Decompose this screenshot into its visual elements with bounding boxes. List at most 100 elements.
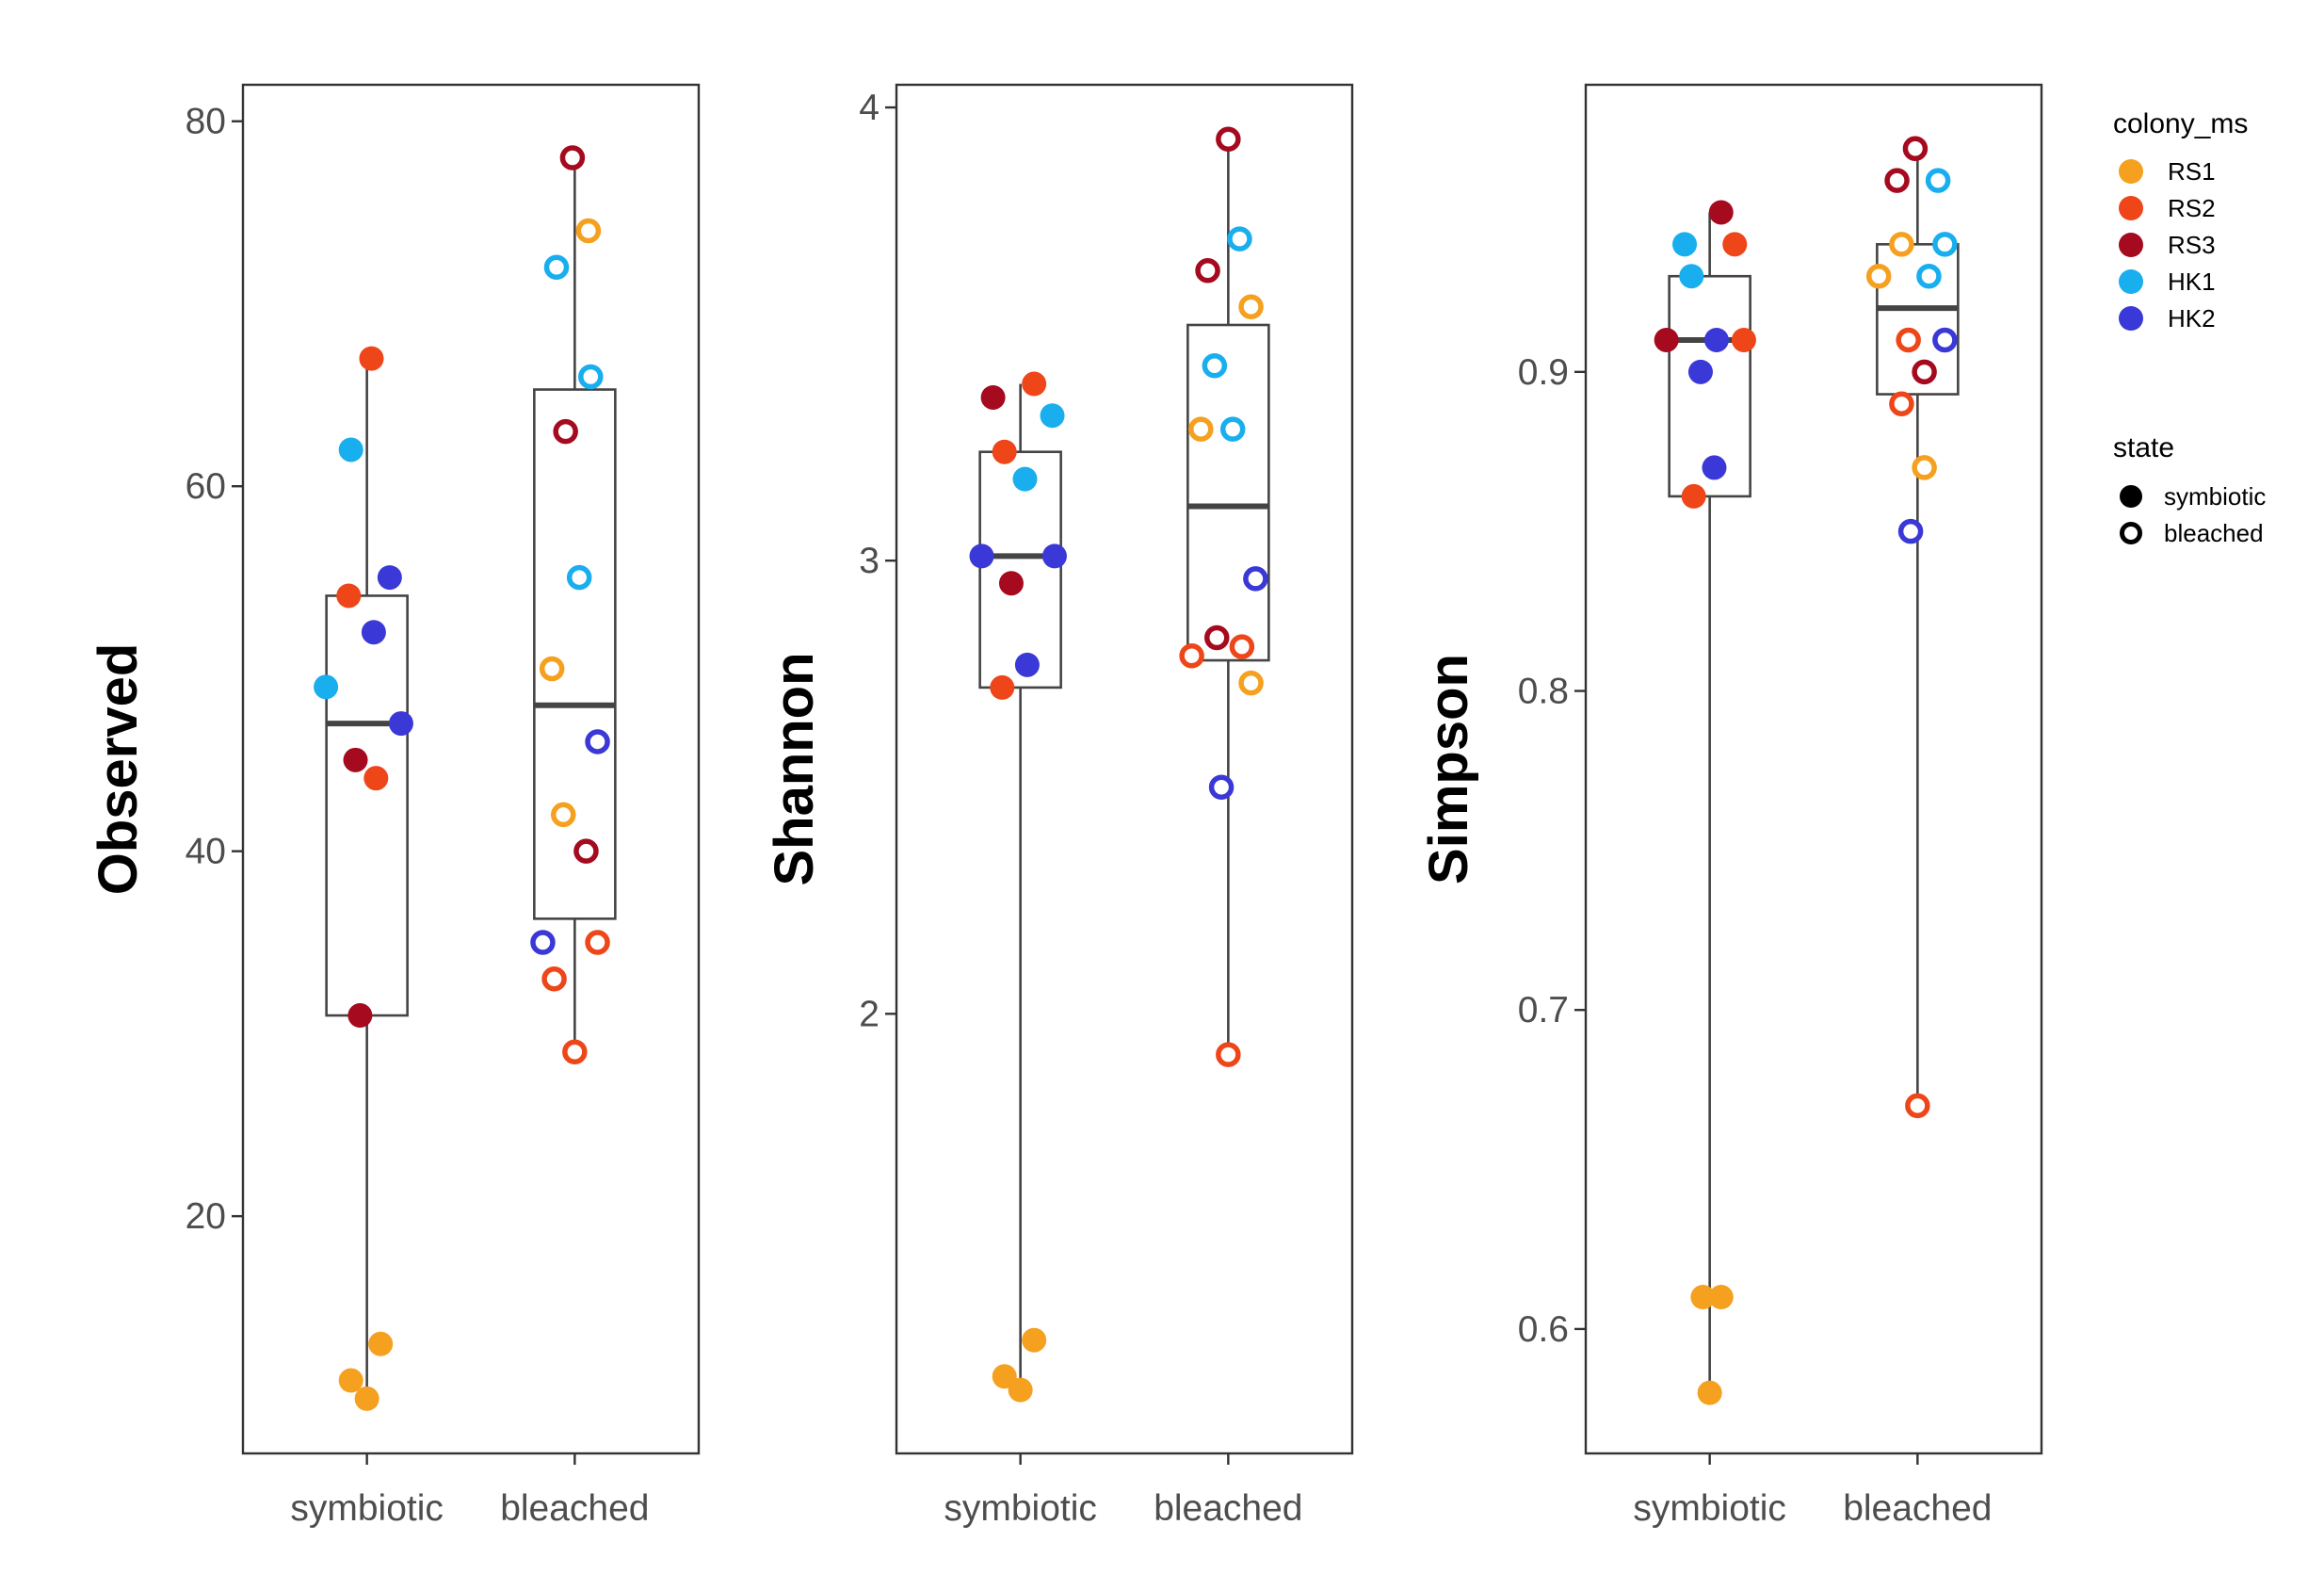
point-bleached bbox=[1916, 263, 1942, 289]
point-bleached bbox=[1897, 518, 1924, 544]
legend-title-colony: colony_ms bbox=[2113, 108, 2248, 139]
point-bleached bbox=[566, 564, 592, 591]
point-symbiotic bbox=[969, 544, 994, 569]
legend-label-colony: HK1 bbox=[2168, 268, 2216, 296]
legend-state-items: symbiotic bleached bbox=[2120, 482, 2266, 547]
x-tick-label: bleached bbox=[500, 1488, 649, 1529]
legend-key-colony bbox=[2119, 233, 2143, 257]
point-symbiotic bbox=[1014, 652, 1040, 677]
point-symbiotic bbox=[347, 1003, 373, 1029]
point-symbiotic bbox=[388, 711, 413, 737]
point-bleached bbox=[559, 145, 586, 170]
point-bleached bbox=[1238, 670, 1264, 696]
point-symbiotic bbox=[992, 1364, 1017, 1389]
point-bleached bbox=[1227, 226, 1252, 251]
point-bleached bbox=[1238, 294, 1264, 320]
point-bleached bbox=[1216, 1042, 1241, 1067]
point-bleached bbox=[1208, 774, 1235, 800]
point-symbiotic bbox=[363, 766, 389, 791]
point-symbiotic bbox=[998, 571, 1024, 596]
point-bleached bbox=[1204, 625, 1230, 651]
point-symbiotic bbox=[343, 747, 368, 772]
point-symbiotic bbox=[1681, 483, 1706, 509]
panel-shannon: 2 3 4 symbiotic bleached Shannon bbox=[764, 83, 1354, 1529]
point-symbiotic bbox=[1008, 1377, 1033, 1403]
point-bleached bbox=[1896, 327, 1921, 353]
x-tick-label: symbiotic bbox=[290, 1488, 444, 1529]
point-bleached bbox=[1889, 232, 1914, 257]
legend-key-colony bbox=[2119, 196, 2143, 220]
point-symbiotic bbox=[1041, 544, 1067, 569]
legend-colony-items: RS1 RS2 RS3 HK1 HK2 bbox=[2119, 157, 2216, 333]
point-symbiotic bbox=[338, 437, 363, 462]
y-axis-label: Shannon bbox=[764, 652, 825, 885]
point-bleached bbox=[553, 418, 578, 445]
point-bleached bbox=[1179, 642, 1204, 669]
point-symbiotic bbox=[1708, 200, 1734, 225]
point-bleached bbox=[1884, 168, 1910, 193]
y-tick-label: 0.6 bbox=[1518, 1309, 1569, 1350]
box bbox=[978, 450, 1062, 690]
point-symbiotic bbox=[1722, 232, 1748, 257]
x-tick-label: bleached bbox=[1843, 1488, 1992, 1529]
point-symbiotic bbox=[368, 1331, 394, 1356]
y-tick-label: 80 bbox=[186, 102, 226, 142]
point-symbiotic bbox=[1022, 1327, 1047, 1353]
point-bleached bbox=[573, 838, 599, 864]
point-symbiotic bbox=[1672, 232, 1698, 257]
y-tick-label: 0.8 bbox=[1518, 672, 1569, 712]
point-bleached bbox=[578, 364, 604, 390]
point-symbiotic bbox=[1022, 371, 1047, 397]
point-bleached bbox=[1216, 126, 1241, 152]
point-bleached bbox=[541, 966, 567, 992]
y-tick-label: 20 bbox=[186, 1196, 226, 1237]
panel-frame bbox=[241, 83, 701, 1455]
point-bleached bbox=[1902, 136, 1929, 161]
y-tick-label: 40 bbox=[186, 832, 226, 872]
point-symbiotic bbox=[336, 583, 362, 608]
panel-observed: 20 40 60 80 symbiotic bleached Observed bbox=[88, 83, 701, 1529]
legend-label-state: symbiotic bbox=[2164, 482, 2266, 511]
point-bleached bbox=[1905, 1093, 1930, 1119]
point-bleached bbox=[1925, 168, 1951, 193]
point-symbiotic bbox=[1703, 327, 1729, 352]
point-bleached bbox=[1889, 391, 1914, 416]
y-axis-label: Observed bbox=[88, 643, 149, 896]
y-tick-label: 60 bbox=[186, 466, 226, 507]
point-bleached bbox=[1932, 327, 1958, 353]
point-symbiotic bbox=[361, 620, 386, 645]
point-symbiotic bbox=[1697, 1380, 1722, 1405]
panel-simpson: 0.6 0.7 0.8 0.9 symbiotic bleached Simpson bbox=[1418, 83, 2043, 1529]
x-tick-label: bleached bbox=[1154, 1488, 1302, 1529]
point-bleached bbox=[543, 254, 570, 280]
box bbox=[1186, 323, 1270, 662]
point-symbiotic bbox=[1654, 327, 1679, 352]
point-symbiotic bbox=[1731, 327, 1756, 352]
point-symbiotic bbox=[338, 1368, 363, 1393]
box bbox=[533, 388, 617, 920]
point-bleached bbox=[551, 802, 576, 828]
point-bleached bbox=[562, 1039, 588, 1065]
point-symbiotic bbox=[377, 565, 402, 591]
box bbox=[1668, 274, 1751, 498]
point-bleached bbox=[1865, 263, 1892, 289]
point-bleached bbox=[1912, 455, 1937, 480]
legend-label-colony: HK2 bbox=[2168, 304, 2216, 333]
point-bleached bbox=[1243, 566, 1268, 592]
x-tick-label: symbiotic bbox=[944, 1488, 1097, 1529]
point-symbiotic bbox=[990, 674, 1015, 700]
point-symbiotic bbox=[1690, 1285, 1716, 1310]
point-bleached bbox=[575, 218, 602, 244]
point-symbiotic bbox=[314, 674, 339, 700]
point-symbiotic bbox=[980, 384, 1006, 410]
box bbox=[1876, 243, 1960, 396]
panel-frame bbox=[1584, 83, 2043, 1455]
point-bleached bbox=[585, 930, 610, 955]
legend-key-state bbox=[2120, 485, 2142, 508]
panel-frame bbox=[895, 83, 1354, 1455]
legend-label-colony: RS1 bbox=[2168, 157, 2216, 186]
legend: colony_ms RS1 RS2 RS3 HK1 HK2 state symbioti… bbox=[2113, 108, 2266, 547]
box bbox=[325, 594, 409, 1017]
point-symbiotic bbox=[1040, 403, 1065, 429]
y-tick-label: 0.7 bbox=[1518, 990, 1569, 1030]
